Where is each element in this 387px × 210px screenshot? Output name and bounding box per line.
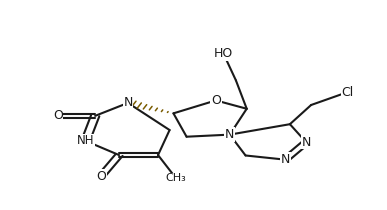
Text: N: N — [225, 128, 235, 141]
Text: Cl: Cl — [342, 85, 354, 98]
Text: HO: HO — [214, 47, 233, 60]
Text: CH₃: CH₃ — [166, 173, 187, 183]
Text: N: N — [301, 136, 311, 149]
Text: N: N — [281, 153, 290, 166]
Text: NH: NH — [77, 134, 94, 147]
Text: O: O — [211, 94, 221, 107]
Text: O: O — [96, 170, 106, 183]
Text: O: O — [53, 109, 63, 122]
Text: N: N — [123, 96, 133, 109]
